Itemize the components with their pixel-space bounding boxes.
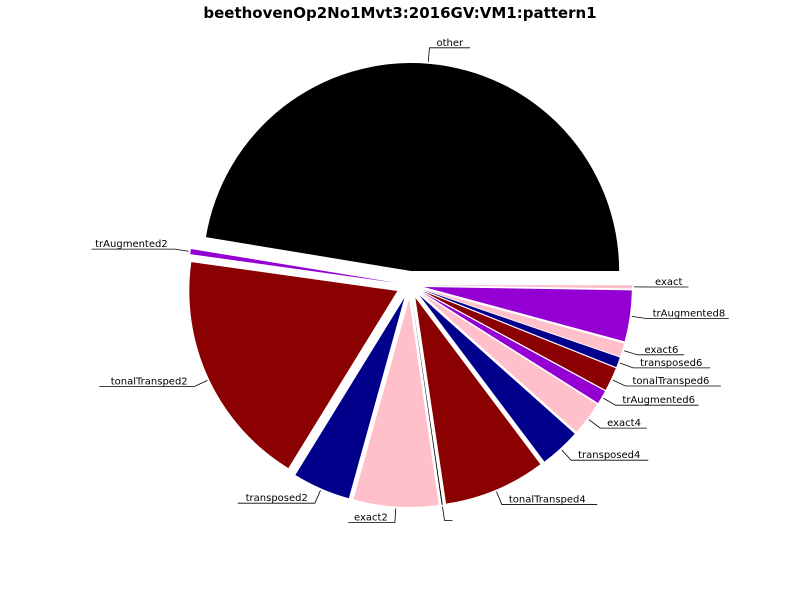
slice-label-tr-augmented-6: trAugmented6 [622,395,695,406]
slice-label-exact: exact [655,277,683,288]
slice-label-tonal-transped-6: tonalTransped6 [632,376,709,387]
chart-title: beethovenOp2No1Mvt3:2016GV:VM1:pattern1 [0,4,800,22]
slice-label-tr-augmented-2: trAugmented2 [95,239,168,250]
slice-label-tr-augmented-8: trAugmented8 [653,308,726,319]
slice-label-transposed-4: transposed4 [578,450,640,461]
slice-label-tonal-transped-2: tonalTransped2 [111,376,188,387]
slice-label-tonal-transped-4: tonalTransped4 [509,495,586,506]
leader-line-other [428,48,470,62]
pie-slice-other [206,63,619,271]
slice-label-transposed-2: transposed2 [246,493,308,504]
slice-label-exact-6: exact6 [645,345,679,356]
slice-label-exact-2: exact2 [354,513,388,524]
leader-line-unlabeled-5 [442,507,452,521]
slice-label-other: other [436,38,464,49]
slice-label-exact-4: exact4 [607,418,641,429]
slice-label-transposed-6: transposed6 [640,358,702,369]
